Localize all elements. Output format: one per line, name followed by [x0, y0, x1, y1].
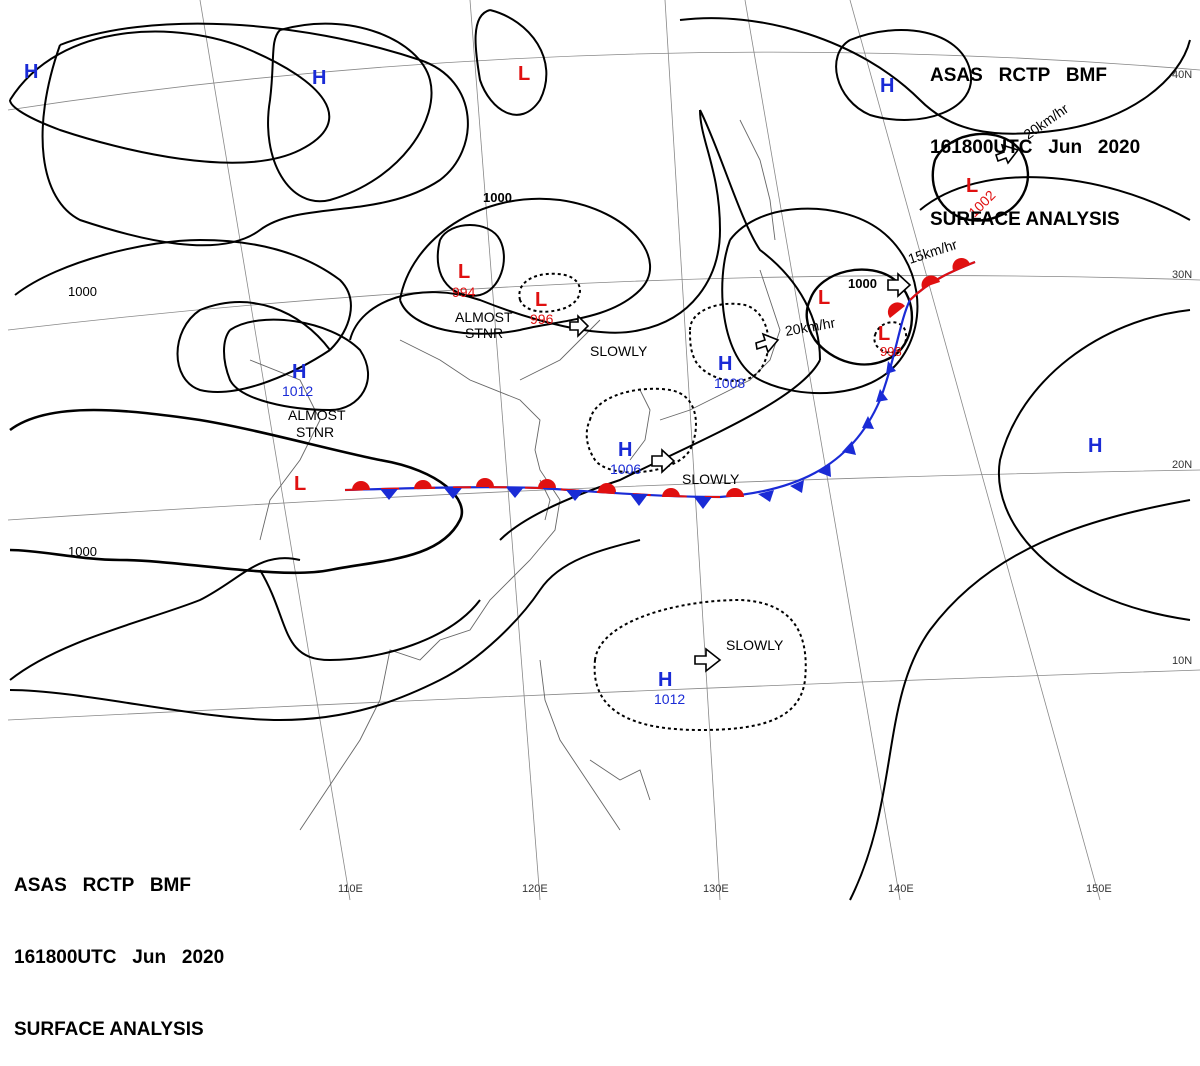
header-line-2: 161800UTC Jun 2020	[14, 947, 225, 968]
high-center-marker: H	[618, 439, 632, 461]
motion-label: ALMOST	[455, 309, 513, 325]
weather-map: 1000 1000 1000 1000 H H L H L 1002 L 994…	[7, 0, 1200, 901]
pressure-value: 996	[530, 311, 554, 327]
frontal-system	[344, 257, 976, 509]
isobar-label: 1000	[848, 276, 877, 291]
high-center-marker: H	[312, 67, 326, 89]
header-line-3: SURFACE ANALYSIS	[14, 1019, 204, 1040]
arrow-slowly-3	[694, 647, 722, 673]
high-center-marker: H	[292, 361, 306, 383]
motion-label: STNR	[465, 325, 503, 341]
low-center-marker: L	[966, 175, 978, 197]
isobars	[9, 9, 1191, 901]
arrow-slowly-2	[651, 448, 676, 474]
header-line-1: ASAS RCTP BMF	[14, 875, 191, 896]
header-line-3: SURFACE ANALYSIS	[930, 209, 1120, 230]
low-center-marker: L	[294, 473, 306, 495]
motion-arrows	[569, 143, 1020, 673]
motion-label: SLOWLY	[726, 637, 784, 653]
isobar-label: 1000	[483, 190, 512, 205]
lon-label: 120E	[522, 883, 548, 895]
high-center-marker: H	[1088, 435, 1102, 457]
chart-header-top: ASAS RCTP BMF 161800UTC Jun 2020 SURFACE…	[930, 16, 1140, 256]
high-center-marker: H	[24, 61, 38, 83]
header-line-1: ASAS RCTP BMF	[930, 65, 1107, 86]
isobar-label: 1000	[68, 544, 97, 559]
lon-label: 150E	[1086, 883, 1112, 895]
isobar-label: 1000	[68, 284, 97, 299]
isobar-labels: 1000 1000 1000 1000	[68, 190, 877, 559]
arrow-20kmhr-1	[755, 332, 780, 354]
low-center-marker: L	[878, 323, 890, 345]
high-center-marker: H	[880, 75, 894, 97]
pressure-value: 1008	[714, 375, 745, 391]
grid-labels: 40N 30N 20N 10N 110E 120E 130E 140E 150E	[338, 69, 1192, 895]
lon-label: 140E	[888, 883, 914, 895]
motion-label: SLOWLY	[682, 471, 740, 487]
low-center-marker: L	[518, 63, 530, 85]
pressure-value: 1012	[654, 691, 685, 707]
pressure-value: 998	[880, 344, 902, 359]
motion-label: SLOWLY	[590, 343, 648, 359]
lon-label: 110E	[338, 883, 363, 895]
lat-label: 20N	[1172, 459, 1192, 471]
arrow-15kmhr	[887, 272, 912, 298]
low-center-marker: L	[535, 289, 547, 311]
pressure-centers: H H L H L 1002 L 994 L 996 H 1012 H 1008…	[24, 61, 1102, 707]
header-line-2: 161800UTC Jun 2020	[930, 137, 1141, 158]
lat-label: 40N	[1172, 69, 1192, 81]
arrow-slowly-1	[569, 314, 590, 338]
low-center-marker: L	[458, 261, 470, 283]
chart-header-bottom: ASAS RCTP BMF 161800UTC Jun 2020 SURFACE…	[14, 826, 224, 1066]
pressure-value: 1006	[610, 461, 641, 477]
lon-label: 130E	[703, 883, 729, 895]
arrow-20kmhr-2	[994, 143, 1020, 165]
high-center-marker: H	[718, 353, 732, 375]
high-center-marker: H	[658, 669, 672, 691]
lat-label: 10N	[1172, 655, 1192, 667]
motion-label: ALMOST	[288, 407, 346, 423]
pressure-value: 1012	[282, 383, 313, 399]
lat-label: 30N	[1172, 269, 1192, 281]
dotted-isobars	[518, 272, 908, 732]
low-center-marker: L	[818, 287, 830, 309]
motion-label: STNR	[296, 424, 334, 440]
pressure-value: 994	[452, 284, 476, 300]
